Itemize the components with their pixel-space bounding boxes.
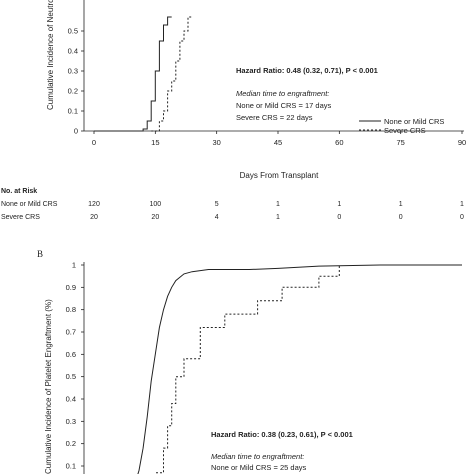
risk-table-cell: 0 bbox=[399, 214, 403, 221]
panel-a-median-line-2: Severe CRS = 22 days bbox=[236, 113, 313, 122]
panel-b-y-tick-label: 0.3 bbox=[66, 417, 76, 426]
series-line-severe-crs bbox=[154, 265, 340, 474]
legend-label-severe: Severe CRS bbox=[384, 126, 426, 135]
panel-b-hazard-ratio: Hazard Ratio: 0.38 (0.23, 0.61), P < 0.0… bbox=[211, 430, 353, 439]
panel-a-x-tick-label: 0 bbox=[92, 138, 96, 147]
panel-a-x-label: Days From Transplant bbox=[240, 171, 319, 180]
risk-table-cell: 0 bbox=[460, 214, 464, 221]
panel-a-y-tick-label: 0.3 bbox=[68, 67, 78, 76]
panel-a-x-tick-label: 30 bbox=[212, 138, 220, 147]
panel-b-median-title: Median time to engraftment: bbox=[211, 452, 304, 461]
panel-b-y-label: Cumulative Incidence of Platelet Engraft… bbox=[44, 299, 53, 474]
panel-a-y-tick-label: 0.5 bbox=[68, 27, 78, 36]
panel-b-series bbox=[137, 264, 462, 474]
panel-b-y-tick-label: 1 bbox=[72, 261, 76, 270]
panel-b-y-tick-label: 0.8 bbox=[66, 305, 76, 314]
panel-a-x-tick-label: 90 bbox=[458, 138, 466, 147]
panel-a-series bbox=[94, 16, 193, 132]
panel-b-y-ticks: 0.1 0.2 0.3 0.4 0.5 0.6 0.7 0.8 0.9 1 bbox=[66, 261, 84, 471]
risk-table-title: No. at Risk bbox=[1, 188, 37, 195]
panel-b-chart: B 0.1 0.2 0.3 0.4 0.5 0.6 0.7 0.8 0.9 1 Cumulativ… bbox=[37, 249, 462, 474]
panel-a-x-tick-label: 15 bbox=[151, 138, 159, 147]
risk-row-label-mild: None or Mild CRS bbox=[1, 201, 58, 208]
panel-a-chart: 00.10.20.30.40.5 0 15 30 45 60 75 90 Cumulativ… bbox=[1, 0, 466, 221]
panel-a-y-label: Cumulative Incidence of Neutro bbox=[46, 0, 55, 110]
risk-table-cell: 0 bbox=[337, 214, 341, 221]
panel-a-y-tick-label: 0.1 bbox=[68, 107, 78, 116]
risk-table-cell: 120 bbox=[88, 201, 100, 208]
panel-b-y-tick-label: 0.9 bbox=[66, 283, 76, 292]
panel-a-x-ticks: 0 15 30 45 60 75 90 bbox=[92, 131, 466, 147]
risk-table-cell: 5 bbox=[215, 201, 219, 208]
risk-table-cell: 20 bbox=[151, 214, 159, 221]
risk-table-cell: 1 bbox=[337, 201, 341, 208]
panel-a-x-tick-label: 75 bbox=[396, 138, 404, 147]
series-line-mild-crs bbox=[137, 264, 462, 474]
panel-a-legend: None or Mild CRS Severe CRS bbox=[359, 117, 444, 135]
panel-a-x-tick-label: 45 bbox=[274, 138, 282, 147]
panel-a-y-tick-label: 0 bbox=[74, 127, 78, 136]
panel-b-y-tick-label: 0.1 bbox=[66, 462, 76, 471]
panel-a-y-ticks: 0 0.1 0.2 0.3 0.4 0.5 bbox=[68, 27, 84, 136]
panel-b-y-tick-label: 0.2 bbox=[66, 439, 76, 448]
risk-table: No. at Risk None or Mild CRS Severe CRS … bbox=[1, 188, 464, 221]
panel-b-y-tick-label: 0.5 bbox=[66, 372, 76, 381]
panel-a-x-tick-label: 60 bbox=[335, 138, 343, 147]
legend-label-mild: None or Mild CRS bbox=[384, 117, 444, 126]
panel-a-y-tick-label: 0.2 bbox=[68, 87, 78, 96]
panel-a-hazard-ratio: Hazard Ratio: 0.48 (0.32, 0.71), P < 0.0… bbox=[236, 66, 378, 75]
risk-table-cell: 100 bbox=[149, 201, 161, 208]
risk-table-cell: 1 bbox=[276, 201, 280, 208]
panel-b-letter: B bbox=[37, 249, 43, 259]
risk-table-cells: 120 100 5 1 1 1 120 20 4 1 0 0 0 bbox=[88, 201, 464, 221]
series-line-mild-crs bbox=[94, 16, 172, 132]
panel-b-y-tick-label: 0.4 bbox=[66, 395, 76, 404]
panel-a-median-title: Median time to engraftment: bbox=[236, 89, 329, 98]
risk-table-cell: 1 bbox=[276, 214, 280, 221]
series-line-severe-crs bbox=[151, 16, 193, 132]
panel-a-y-tick-label: 0.4 bbox=[68, 47, 78, 56]
panel-a-median-line-1: None or Mild CRS = 17 days bbox=[236, 101, 332, 110]
risk-table-cell: 1 bbox=[399, 201, 403, 208]
risk-table-cell: 1 bbox=[460, 201, 464, 208]
risk-table-cell: 20 bbox=[90, 214, 98, 221]
panel-b-y-tick-label: 0.7 bbox=[66, 328, 76, 337]
risk-row-label-severe: Severe CRS bbox=[1, 214, 40, 221]
panel-b-y-tick-label: 0.6 bbox=[66, 350, 76, 359]
risk-table-cell: 4 bbox=[215, 214, 219, 221]
panel-b-median-line-1: None or Mild CRS = 25 days bbox=[211, 463, 307, 472]
